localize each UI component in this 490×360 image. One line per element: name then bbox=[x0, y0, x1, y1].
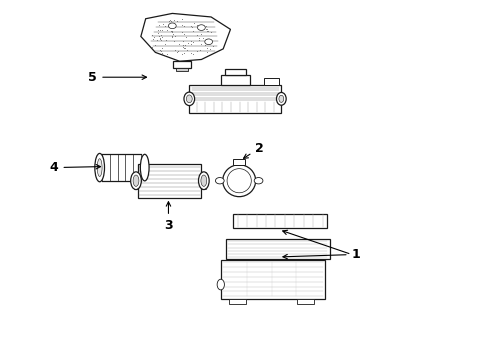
Polygon shape bbox=[224, 69, 246, 76]
Text: 2: 2 bbox=[244, 141, 264, 158]
Ellipse shape bbox=[131, 172, 141, 190]
Circle shape bbox=[205, 39, 213, 45]
Ellipse shape bbox=[254, 177, 263, 184]
Polygon shape bbox=[265, 78, 279, 85]
Ellipse shape bbox=[95, 153, 104, 182]
Polygon shape bbox=[141, 13, 230, 61]
Circle shape bbox=[169, 23, 176, 29]
Text: 4: 4 bbox=[50, 161, 100, 174]
Ellipse shape bbox=[279, 95, 284, 102]
Ellipse shape bbox=[216, 177, 224, 184]
Text: 5: 5 bbox=[89, 71, 147, 84]
Ellipse shape bbox=[223, 165, 256, 197]
Polygon shape bbox=[173, 61, 191, 68]
Ellipse shape bbox=[97, 159, 102, 176]
Polygon shape bbox=[233, 159, 245, 165]
Polygon shape bbox=[297, 299, 314, 304]
Polygon shape bbox=[138, 164, 201, 198]
Polygon shape bbox=[229, 299, 246, 304]
Text: 3: 3 bbox=[164, 202, 173, 232]
Polygon shape bbox=[233, 214, 327, 228]
Ellipse shape bbox=[276, 93, 286, 105]
Text: 1: 1 bbox=[283, 248, 360, 261]
Polygon shape bbox=[176, 68, 188, 71]
Polygon shape bbox=[189, 85, 281, 113]
Ellipse shape bbox=[133, 175, 139, 186]
Ellipse shape bbox=[201, 175, 207, 186]
Ellipse shape bbox=[217, 279, 224, 290]
Polygon shape bbox=[225, 239, 330, 259]
Ellipse shape bbox=[140, 154, 149, 181]
Circle shape bbox=[197, 25, 205, 31]
Ellipse shape bbox=[184, 92, 195, 105]
Ellipse shape bbox=[186, 95, 192, 103]
Ellipse shape bbox=[198, 172, 209, 190]
Polygon shape bbox=[221, 260, 325, 299]
Polygon shape bbox=[102, 154, 141, 181]
Polygon shape bbox=[221, 76, 250, 85]
Ellipse shape bbox=[227, 168, 251, 193]
